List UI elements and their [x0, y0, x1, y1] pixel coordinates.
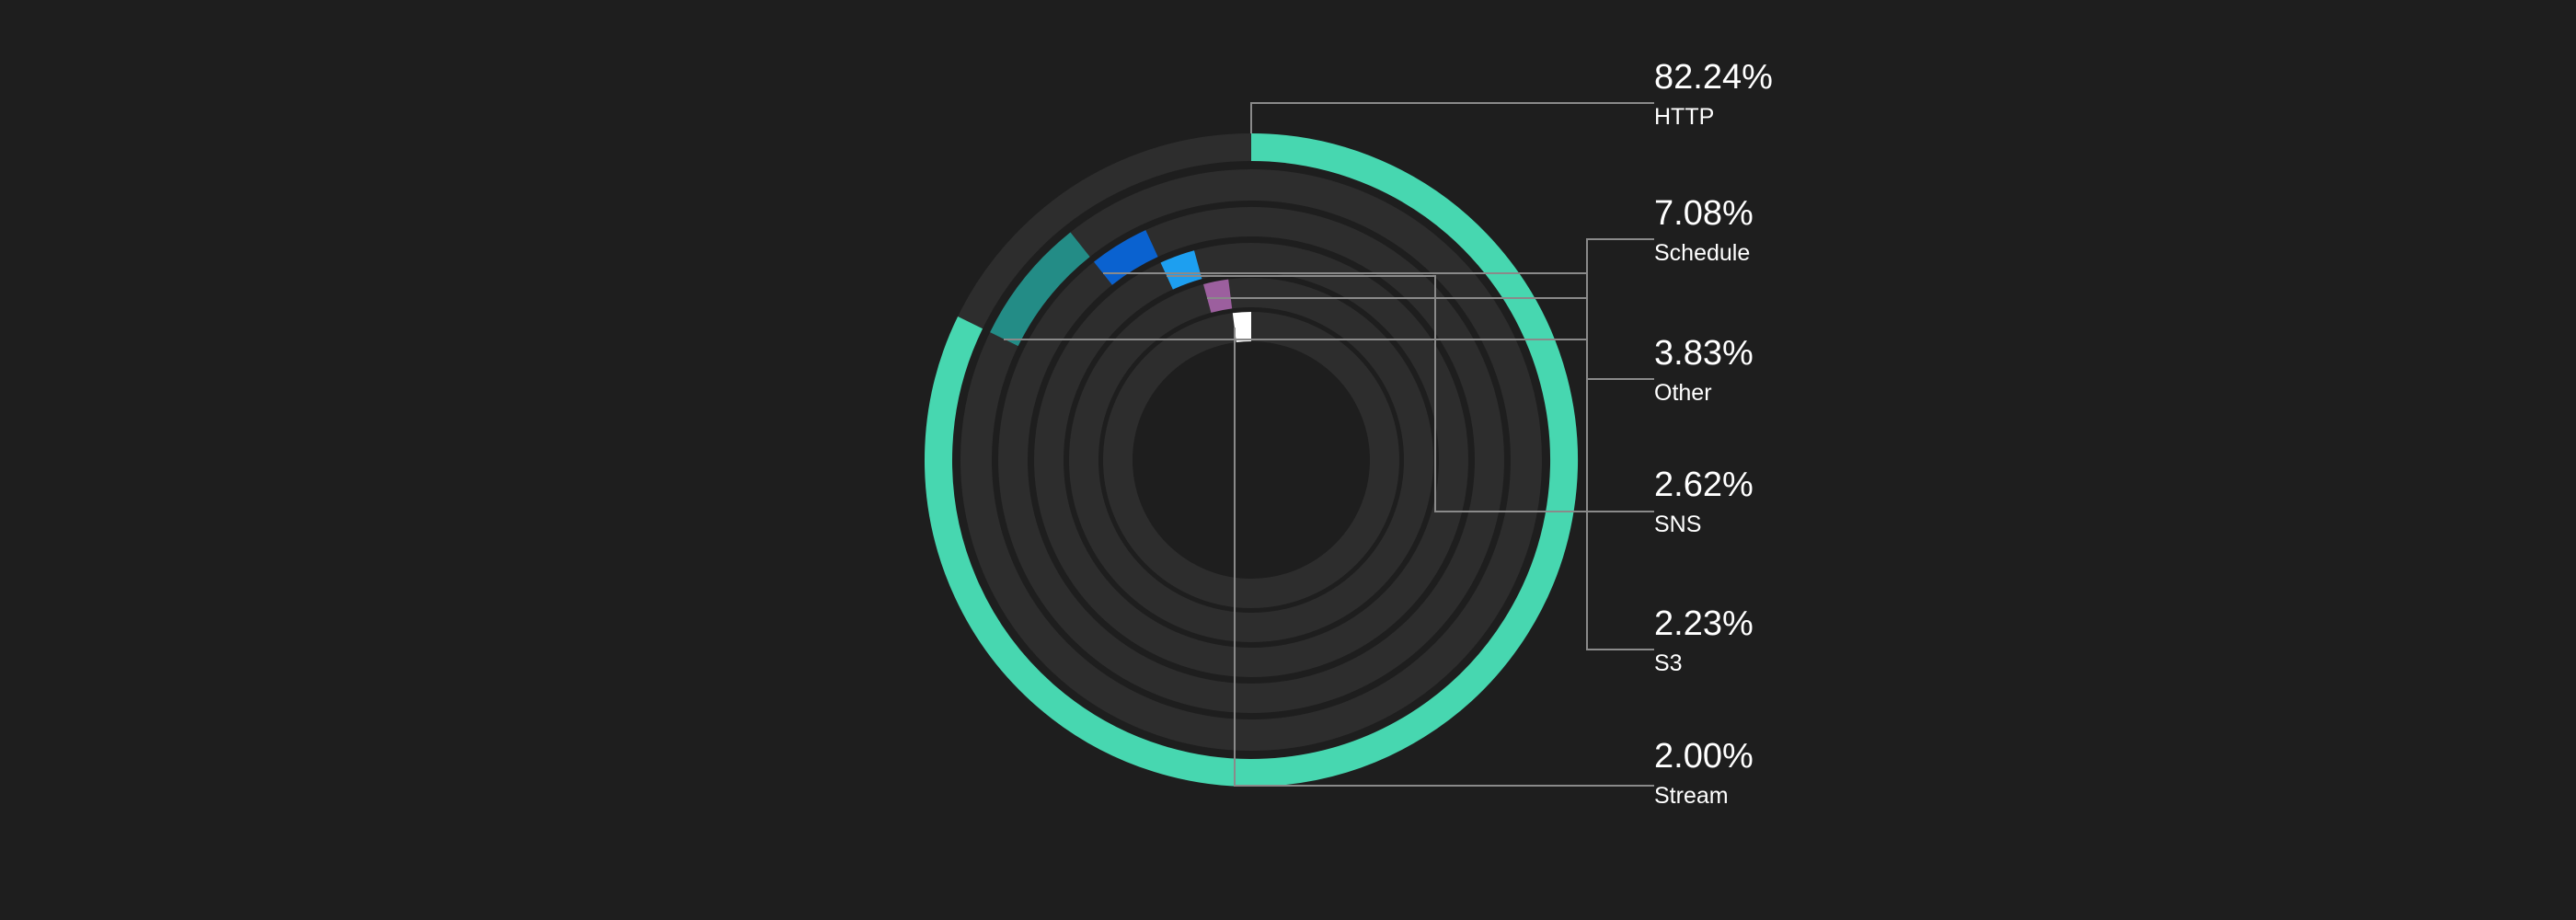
track-stream	[1103, 312, 1399, 608]
percent-label-stream: 2.00%	[1654, 737, 1754, 776]
track-sns	[1034, 243, 1468, 677]
percent-label-http: 82.24%	[1654, 58, 1773, 97]
track-other	[998, 207, 1504, 713]
leader-line-http	[1250, 102, 1654, 133]
percent-label-other: 3.83%	[1654, 334, 1754, 373]
track-schedule	[960, 169, 1542, 751]
series-label-http: HTTP	[1654, 104, 1714, 130]
percent-label-schedule: 7.08%	[1654, 194, 1754, 233]
percent-label-sns: 2.62%	[1654, 466, 1754, 504]
leader-lines	[1004, 102, 1654, 787]
percent-label-s3: 2.23%	[1654, 604, 1754, 643]
series-label-sns: SNS	[1654, 512, 1701, 537]
arc-other	[1094, 230, 1158, 285]
leader-line-s3	[1207, 297, 1654, 650]
arc-stream	[1232, 311, 1252, 343]
leader-line-sns	[1167, 275, 1654, 512]
series-label-stream: Stream	[1654, 783, 1729, 809]
series-label-schedule: Schedule	[1654, 240, 1750, 266]
leader-line-stream	[1234, 328, 1654, 787]
arc-http	[925, 133, 1578, 787]
track-s3	[1069, 278, 1433, 642]
arc-schedule	[990, 232, 1090, 347]
arc-sns	[1160, 250, 1202, 290]
series-label-s3: S3	[1654, 650, 1683, 676]
series-label-other: Other	[1654, 380, 1712, 406]
value-labels: 82.24% HTTP 7.08% Schedule 3.83% Other 2.62% SN…	[1654, 58, 1773, 809]
